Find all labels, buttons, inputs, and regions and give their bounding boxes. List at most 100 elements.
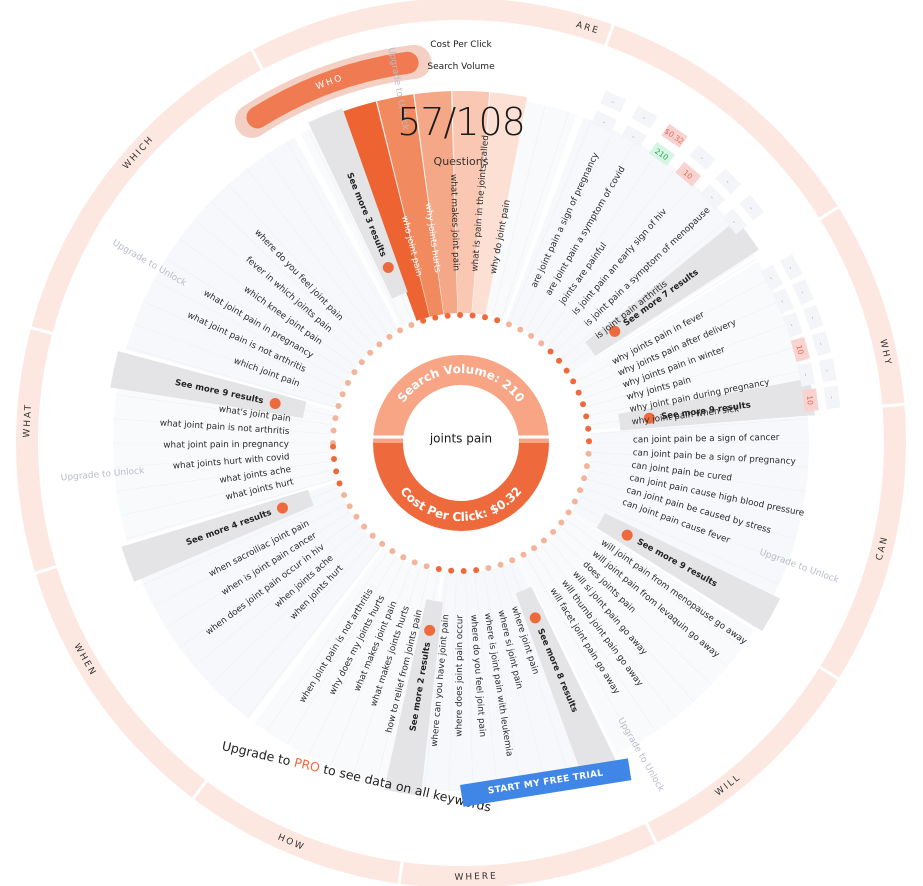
who-arc-active[interactable] xyxy=(246,51,419,129)
question-dot[interactable] xyxy=(341,492,348,499)
question-item[interactable]: can joint pain be a sign of cancer xyxy=(633,433,780,446)
question-dot[interactable] xyxy=(331,456,338,463)
see-more-band-how[interactable] xyxy=(384,599,443,796)
question-dot[interactable] xyxy=(585,438,592,445)
question-dot[interactable] xyxy=(570,378,577,385)
question-dot[interactable] xyxy=(333,468,340,475)
question-dot[interactable] xyxy=(423,563,430,570)
question-dot[interactable] xyxy=(386,333,393,340)
question-dot[interactable] xyxy=(432,314,439,321)
category-label-where[interactable]: WHERE xyxy=(454,871,498,883)
question-dot[interactable] xyxy=(330,427,337,434)
who-bar[interactable] xyxy=(414,91,458,315)
question-dot[interactable] xyxy=(563,367,570,374)
question-dot[interactable] xyxy=(339,391,346,398)
question-dot[interactable] xyxy=(457,312,464,319)
chevron-badge-icon[interactable] xyxy=(276,502,288,514)
question-dot[interactable] xyxy=(531,545,538,552)
chevron-badge-icon[interactable] xyxy=(529,612,541,624)
question-dot[interactable] xyxy=(376,341,383,348)
question-dot[interactable] xyxy=(361,523,368,530)
question-dot[interactable] xyxy=(481,314,488,321)
question-dot[interactable] xyxy=(497,561,504,568)
category-separator xyxy=(397,861,404,884)
question-dot[interactable] xyxy=(448,567,455,574)
question-dot[interactable] xyxy=(420,317,427,324)
question-dot[interactable] xyxy=(344,379,351,386)
question-dot[interactable] xyxy=(558,519,565,526)
question-dot[interactable] xyxy=(367,349,374,356)
question-dot[interactable] xyxy=(408,322,415,329)
question-dot[interactable] xyxy=(583,413,590,420)
chevron-badge-icon[interactable] xyxy=(609,325,621,337)
question-dot[interactable] xyxy=(538,340,545,347)
question-dot[interactable] xyxy=(332,415,339,422)
question-dot[interactable] xyxy=(369,532,376,539)
cost-per-click-arc[interactable] xyxy=(373,443,549,531)
question-dot[interactable] xyxy=(389,548,396,555)
question-item[interactable]: where does joint pain occur xyxy=(454,615,465,737)
question-dot[interactable] xyxy=(379,540,386,547)
question-dot[interactable] xyxy=(528,332,535,339)
who-bar[interactable] xyxy=(340,101,430,321)
question-item[interactable]: what makes joint pain xyxy=(448,174,461,271)
question-dot[interactable] xyxy=(353,513,360,520)
question-dot[interactable] xyxy=(585,450,592,457)
chevron-badge-icon[interactable] xyxy=(269,397,281,409)
chevron-badge-icon[interactable] xyxy=(382,261,394,273)
chevron-badge-icon[interactable] xyxy=(424,624,436,636)
question-dot[interactable] xyxy=(351,369,358,376)
question-dot[interactable] xyxy=(469,312,476,319)
chevron-badge-icon[interactable] xyxy=(643,412,655,424)
who-bar[interactable] xyxy=(471,92,527,316)
question-dot[interactable] xyxy=(509,557,516,564)
category-label-what[interactable]: WHAT xyxy=(22,403,34,438)
question-dot[interactable] xyxy=(444,312,451,319)
question-dot[interactable] xyxy=(571,498,578,505)
question-dot[interactable] xyxy=(575,389,582,396)
question-dot[interactable] xyxy=(460,567,467,574)
see-more-band-what[interactable] xyxy=(110,351,307,418)
cpc-value: - xyxy=(641,113,648,122)
question-dot[interactable] xyxy=(336,480,343,487)
question-dot[interactable] xyxy=(583,463,590,470)
question-dot[interactable] xyxy=(400,554,407,561)
question-dot[interactable] xyxy=(550,528,557,535)
question-dot[interactable] xyxy=(540,537,547,544)
question-dot[interactable] xyxy=(556,357,563,364)
who-bar[interactable] xyxy=(377,94,444,317)
question-dot[interactable] xyxy=(585,425,592,432)
question-dot[interactable] xyxy=(330,443,337,450)
sv-value: 10 xyxy=(794,344,805,356)
question-dot[interactable] xyxy=(435,566,442,573)
question-dot[interactable] xyxy=(335,403,342,410)
question-dot[interactable] xyxy=(581,475,588,482)
chevron-badge-icon[interactable] xyxy=(621,529,633,541)
who-bar[interactable] xyxy=(452,91,490,314)
question-dot[interactable] xyxy=(485,565,492,572)
question-dot[interactable] xyxy=(580,401,587,408)
spoke-line xyxy=(227,184,375,347)
question-dot[interactable] xyxy=(565,509,572,516)
question-dot[interactable] xyxy=(505,321,512,328)
question-dot[interactable] xyxy=(411,559,418,566)
search-volume-arc[interactable] xyxy=(373,355,549,443)
question-dot[interactable] xyxy=(397,327,404,334)
question-dot[interactable] xyxy=(358,359,365,366)
see-more-band-are[interactable] xyxy=(585,219,759,356)
spoke-line xyxy=(547,539,695,702)
question-item[interactable]: what joint pain in pregnancy xyxy=(163,440,289,451)
see-more-band-can[interactable] xyxy=(596,513,781,632)
question-dot[interactable] xyxy=(494,317,501,324)
see-more-band-when[interactable] xyxy=(121,489,314,582)
spoke-line xyxy=(142,495,343,585)
question-dot[interactable] xyxy=(517,326,524,333)
see-more-band-who[interactable] xyxy=(308,108,408,299)
see-more-band-why[interactable] xyxy=(618,378,815,431)
question-dot[interactable] xyxy=(547,348,554,355)
question-dot[interactable] xyxy=(577,487,584,494)
question-dot[interactable] xyxy=(520,551,527,558)
question-dot[interactable] xyxy=(346,503,353,510)
see-more-band-where[interactable] xyxy=(515,586,617,777)
question-dot[interactable] xyxy=(473,567,480,574)
